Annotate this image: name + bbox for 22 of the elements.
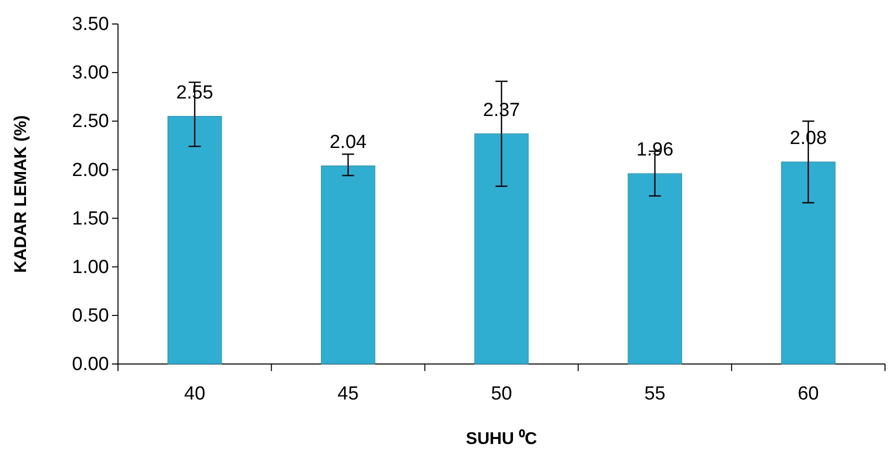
x-tick-label: 45	[338, 383, 359, 404]
y-tick-label: 2.00	[72, 160, 109, 181]
x-tick-label: 60	[798, 383, 819, 404]
y-tick-label: 2.50	[72, 111, 109, 132]
bar	[320, 166, 376, 364]
x-tick-label: 50	[490, 383, 512, 404]
bar	[781, 162, 836, 364]
y-tick-label: 1.50	[72, 208, 109, 230]
y-tick-label: 0.00	[72, 354, 109, 376]
y-tick-label: 1.00	[72, 256, 109, 278]
data-label: 2.04	[330, 132, 368, 153]
y-tick-label: 0.50	[72, 306, 109, 327]
bar	[168, 116, 222, 364]
y-tick-label: 3.00	[72, 62, 109, 84]
x-tick-label: 55	[644, 383, 666, 404]
x-axis-title: SUHU ⁰C	[466, 429, 538, 448]
y-axis-title: KADAR LEMAK (%)	[11, 115, 30, 273]
bar	[628, 173, 682, 364]
bar	[474, 133, 529, 364]
data-label: 1.96	[636, 140, 674, 161]
y-tick-label: 3.50	[72, 14, 109, 36]
x-tick-label: 40	[184, 383, 206, 404]
